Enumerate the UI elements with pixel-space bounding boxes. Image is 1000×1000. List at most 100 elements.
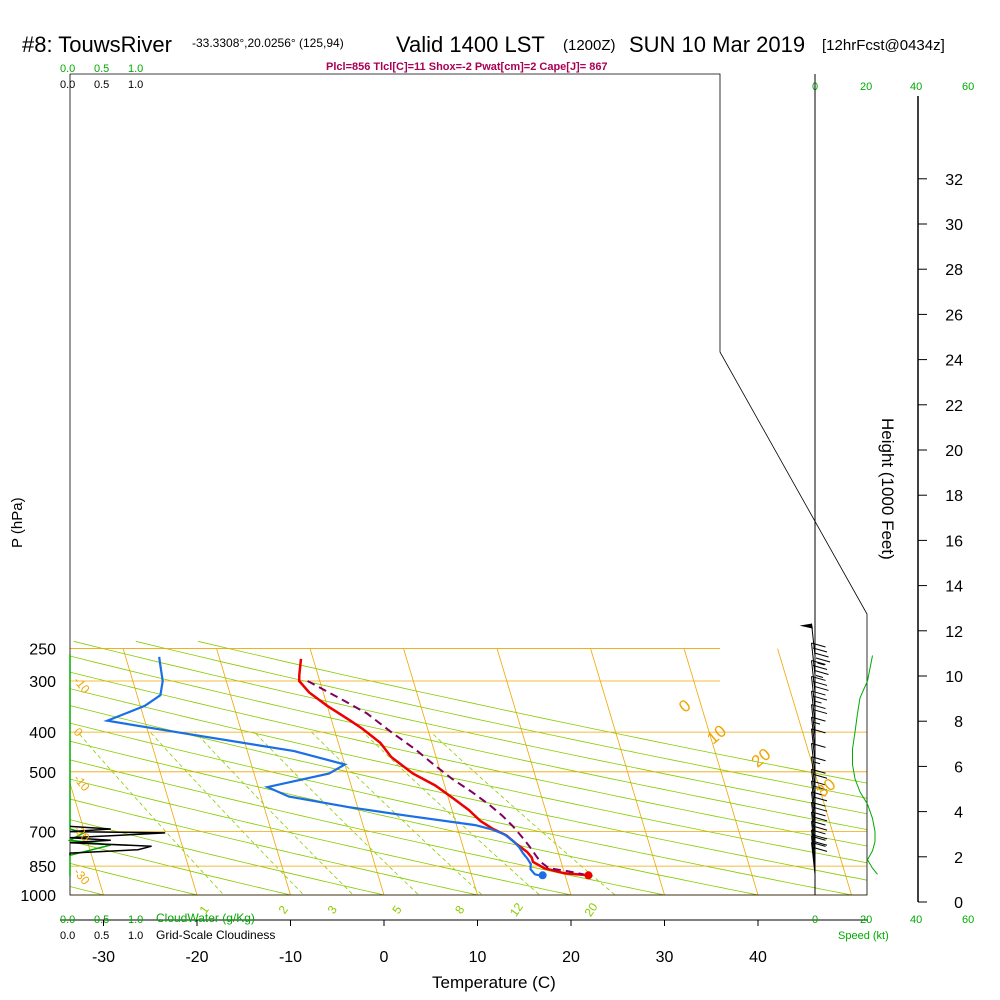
mixing-ratio-label: 12	[507, 900, 526, 919]
mixing-ratio-label: 5	[389, 903, 404, 917]
dry-adiabat-line	[70, 640, 867, 895]
cloudwater-btick-0: 0.0	[60, 914, 75, 926]
wind-barb	[811, 756, 826, 789]
cloudwater-tick-0: 0.0	[60, 63, 75, 75]
wind-barb-staff	[811, 836, 816, 869]
wind-barb-flag	[811, 820, 826, 826]
wind-barb-flag	[812, 647, 828, 653]
wind-barb-flag	[814, 685, 829, 691]
wind-barb-flag	[812, 680, 828, 686]
dry-adiabat-line	[70, 640, 423, 895]
wind-barb	[811, 791, 828, 824]
wind-barb-staff	[811, 791, 816, 824]
dry-adiabat-line	[70, 640, 518, 895]
height-tick-label: 4	[954, 805, 963, 822]
cloudwater-label: CloudWater (g/Kg)	[156, 911, 255, 925]
wind-barb-flag	[811, 780, 826, 786]
wind-barb-halfflag	[817, 662, 825, 666]
wind-barb-pennant	[799, 623, 814, 629]
speed-label: Speed (kt)	[838, 930, 889, 942]
wind-barb	[811, 704, 828, 737]
wind-barb-flag	[812, 816, 828, 822]
dry-adiabat-line	[70, 640, 613, 895]
pressure-tick-label: 700	[29, 825, 56, 842]
wind-barb-staff	[811, 642, 816, 676]
wind-barb-flag	[811, 728, 826, 734]
wind-barb-flag	[811, 642, 826, 648]
cloudwater-tick-2: 1.0	[128, 63, 143, 75]
wind-barb-halfflag	[814, 700, 822, 704]
dry-adiabat-line	[70, 640, 867, 895]
x-tick-label: -30	[92, 949, 115, 966]
mixing-ratio-line	[362, 731, 550, 895]
isotherm-line	[70, 648, 104, 895]
surface-dewpoint-marker	[538, 871, 547, 880]
utc-time: (1200Z)	[563, 37, 616, 54]
mixing-ratio-line	[311, 731, 492, 895]
wind-barb-flag	[811, 716, 826, 722]
height-tick-label: 22	[945, 398, 963, 415]
pressure-tick-label: 250	[29, 642, 56, 659]
wind-barb-flag	[811, 660, 826, 665]
mixing-ratio-line	[194, 731, 363, 895]
cloudiness-btick-0: 0.0	[60, 930, 75, 942]
wind-barb-flag	[811, 811, 826, 817]
speed-axis-top: 0 20 40 60	[812, 81, 974, 93]
cloudiness-label: Grid-Scale Cloudiness	[156, 928, 275, 942]
wind-barb	[811, 801, 828, 835]
cloud-legend-top: 0.0 0.5 1.0 0.0 0.5 1.0	[60, 63, 143, 91]
wind-barb-flag	[812, 840, 828, 846]
wind-barb	[811, 768, 828, 802]
adiabat-label: 20	[748, 745, 775, 772]
wind-barb-halfflag	[812, 761, 821, 765]
speed-bottom-tick-3: 60	[962, 914, 974, 926]
wind-barb	[811, 728, 826, 761]
mixing-ratio-line	[254, 731, 429, 895]
station-coords: -33.3308°,20.0256° (125,94)	[192, 36, 344, 50]
wind-barb-staff	[811, 728, 816, 761]
valid-time: Valid 1400 LST	[396, 32, 545, 57]
wind-barb-flag	[811, 835, 826, 841]
wind-barb-flag	[812, 806, 828, 812]
pressure-tick-label: 300	[29, 674, 56, 691]
wind-barb-flag	[811, 841, 826, 847]
wind-barb	[811, 841, 828, 875]
wind-barb-staff	[811, 704, 816, 737]
speed-bottom-tick-0: 0	[812, 914, 818, 926]
wind-barb-flag	[811, 829, 826, 835]
speed-top-tick-2: 40	[910, 81, 922, 93]
wind-barb-flag	[812, 773, 828, 779]
wind-barb-flag	[815, 657, 831, 663]
wind-barb-flag	[812, 709, 828, 715]
wind-barb-flag	[811, 768, 826, 774]
wind-barb-staff	[811, 802, 816, 835]
dry-adiabat-line	[70, 640, 328, 895]
cloud-legend-bottom: 0.0 0.5 1.0 CloudWater (g/Kg) 0.0 0.5 1.…	[60, 911, 275, 942]
wind-barb-flag	[811, 690, 826, 696]
wind-barb-flag	[811, 791, 826, 797]
dry-adiabat-line	[70, 640, 867, 895]
mixing-ratio-label: 20	[581, 900, 600, 919]
valid-date: SUN 10 Mar 2019	[629, 32, 805, 57]
x-axis-label: Temperature (C)	[432, 973, 556, 992]
wind-barb-staff	[811, 676, 816, 709]
cloudiness-profile	[69, 825, 166, 856]
wind-barb	[811, 660, 829, 693]
x-tick-label: 10	[469, 949, 487, 966]
mixing-ratio-line	[430, 731, 626, 895]
parcel-trace	[307, 680, 584, 876]
height-tick-label: 24	[945, 353, 963, 370]
wind-barb	[811, 811, 828, 844]
x-tick-label: 0	[380, 949, 389, 966]
wind-barb-flag	[812, 665, 828, 670]
wind-barb-flag	[814, 652, 829, 658]
wind-barb	[799, 623, 816, 656]
speed-bottom-tick-2: 40	[910, 914, 922, 926]
dry-adiabat-line	[197, 640, 867, 895]
height-tick-label: 30	[945, 217, 963, 234]
wind-barb-staff	[811, 811, 816, 844]
dewpoint-trace	[103, 656, 540, 877]
